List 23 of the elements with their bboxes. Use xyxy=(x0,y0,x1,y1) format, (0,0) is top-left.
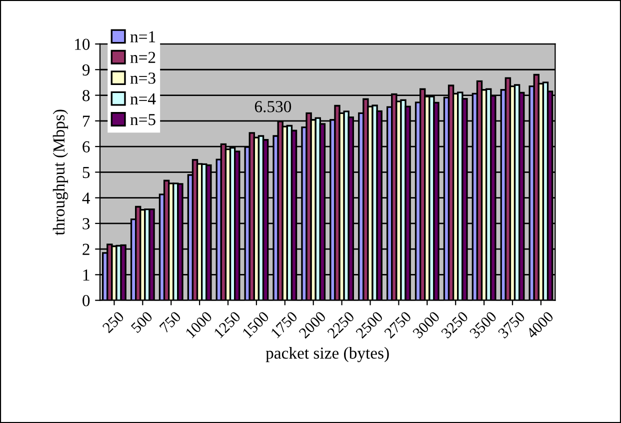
y-axis-title: throughput (Mbps) xyxy=(52,110,68,236)
y-tick-label: 9 xyxy=(82,64,90,76)
y-tick-label: 5 xyxy=(82,167,90,178)
y-tick-label: 7 xyxy=(83,116,90,127)
y-tick-label: 0 xyxy=(82,295,90,306)
x-tick-label: 500 xyxy=(130,310,154,334)
legend-label: n=2 xyxy=(130,52,156,63)
legend-label: n=1 xyxy=(130,31,156,42)
x-tick-label: 250 xyxy=(102,310,125,334)
y-tick-label: 6 xyxy=(82,141,90,152)
legend-label: n=4 xyxy=(130,93,156,104)
x-tick-label: 4000 xyxy=(526,310,554,340)
y-tick-label: 8 xyxy=(82,90,90,102)
legend-label: n=3 xyxy=(130,72,156,84)
y-tick-label: 4 xyxy=(82,192,90,204)
annotation: 6.530 xyxy=(254,101,292,112)
y-tick-label: 1 xyxy=(83,269,90,280)
y-tick-label: 3 xyxy=(82,218,90,230)
y-tick-label: 10 xyxy=(75,38,90,50)
y-tick-label: 2 xyxy=(82,244,90,255)
legend-label: n=5 xyxy=(130,114,156,126)
x-tick-label: 750 xyxy=(159,310,182,334)
x-axis-title: packet size (bytes) xyxy=(266,347,389,362)
